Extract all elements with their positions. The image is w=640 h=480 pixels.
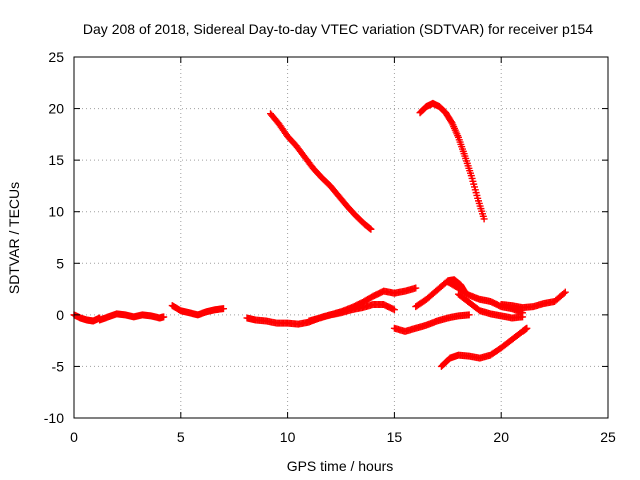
y-tick-label: 10 [48, 204, 64, 220]
series-segment-2 [96, 310, 168, 324]
x-tick-label: 5 [177, 429, 185, 445]
data-point [523, 324, 531, 332]
data-point [560, 289, 568, 297]
chart-title: Day 208 of 2018, Sidereal Day-to-day VTE… [83, 21, 593, 37]
series-segment-6 [267, 110, 375, 233]
series-segment-7 [416, 99, 488, 223]
y-tick-label: 5 [56, 255, 64, 271]
y-tick-label: -10 [44, 410, 64, 426]
data-point [447, 118, 455, 126]
y-tick-label: 20 [48, 101, 64, 117]
data-point [367, 225, 375, 233]
y-tick-label: -5 [52, 358, 65, 374]
data-point [220, 305, 228, 313]
y-tick-label: 15 [48, 152, 64, 168]
x-tick-label: 10 [280, 429, 296, 445]
x-tick-label: 15 [387, 429, 403, 445]
series-segment-12 [497, 288, 569, 312]
data-point [561, 288, 569, 296]
y-tick-label: 0 [56, 307, 64, 323]
x-tick-label: 25 [600, 429, 616, 445]
series-segment-3 [168, 302, 228, 319]
data-point [160, 313, 168, 321]
y-tick-label: 25 [48, 49, 64, 65]
series-segment-11 [390, 311, 473, 335]
data-point [390, 306, 398, 314]
x-tick-label: 20 [493, 429, 509, 445]
y-axis-label: SDTVAR / TECUs [6, 182, 22, 294]
series-segment-10 [454, 290, 527, 322]
data-point [480, 215, 488, 223]
data-series [70, 99, 569, 370]
series-segment-13 [437, 324, 531, 370]
x-tick-label: 0 [70, 429, 78, 445]
plot-frame [73, 56, 609, 419]
data-point [519, 313, 527, 321]
data-point [412, 284, 420, 292]
axis-ticks: 0 5 10 15 20 25 -10 -5 0 5 10 15 20 25 [44, 49, 616, 445]
data-point [465, 311, 473, 319]
series-segment-5 [305, 301, 398, 325]
series-segment-1 [70, 311, 104, 325]
x-axis-label: GPS time / hours [287, 458, 394, 474]
